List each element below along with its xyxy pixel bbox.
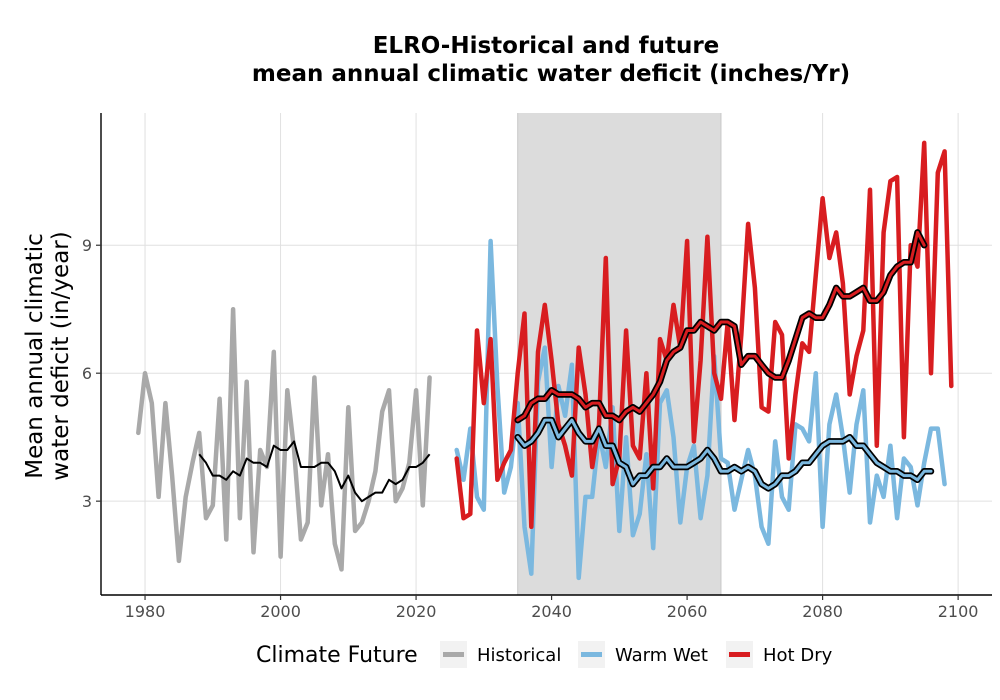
smooth-line-hot-dry — [516, 230, 926, 422]
series-line-hot-dry — [454, 140, 954, 530]
legend-label-warm-wet: Warm Wet — [615, 645, 708, 666]
y-tick-label-6: 6 — [82, 364, 92, 383]
x-tick-label-2100: 2100 — [938, 602, 979, 621]
y-axis-title: Mean annual climatic water deficit (in/y… — [22, 231, 74, 480]
x-tick-label-1980: 1980 — [125, 602, 166, 621]
chart-title: ELRO-Historical and future — [373, 33, 720, 59]
y-tick-label-3: 3 — [82, 492, 92, 511]
plot-area: 3 6 9 1980 2000 2020 2040 2060 2080 2100 — [82, 113, 992, 621]
y-axis-title-line1: Mean annual climatic — [22, 233, 48, 479]
x-tick-label-2040: 2040 — [531, 602, 572, 621]
legend-label-historical: Historical — [477, 645, 561, 666]
series-line-historical — [136, 306, 432, 572]
smooth-line-warm-wet — [516, 418, 933, 490]
y-tick-label-9: 9 — [82, 236, 92, 255]
chart-subtitle: mean annual climatic water deficit (inch… — [252, 61, 850, 87]
x-tick-label-2060: 2060 — [667, 602, 708, 621]
y-axis-title-line2: water deficit (in/year) — [48, 231, 74, 480]
smooth-line-historical — [198, 440, 431, 503]
x-tick-label-2020: 2020 — [396, 602, 437, 621]
x-tick-label-2000: 2000 — [260, 602, 301, 621]
legend-label-hot-dry: Hot Dry — [763, 645, 833, 666]
legend-title: Climate Future — [256, 643, 418, 668]
x-tick-label-2080: 2080 — [802, 602, 843, 621]
legend: Climate Future Historical Warm Wet Hot Dry — [256, 641, 833, 668]
